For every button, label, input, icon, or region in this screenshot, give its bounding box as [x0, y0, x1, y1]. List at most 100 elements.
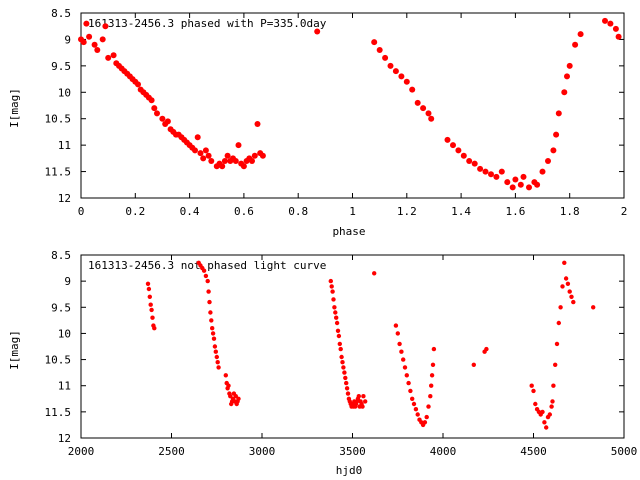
unphased-data-point [571, 299, 576, 305]
phased-data-point [200, 155, 207, 162]
phased-data-point [314, 28, 321, 35]
unphased-data-point [363, 399, 368, 404]
unphased-data-point [211, 336, 217, 341]
unphased-data-point [330, 289, 335, 294]
phased-data-point [194, 134, 201, 141]
phased-data-point [398, 73, 405, 80]
unphased-data-point [209, 318, 214, 323]
phased-data-point [254, 121, 261, 127]
phased-x-axis-label: phase [332, 225, 365, 238]
phased-data-point [539, 168, 546, 175]
unphased-data-point [554, 341, 560, 347]
phased-data-point [466, 158, 473, 164]
unphased-x-tick-label: 4500 [520, 445, 547, 458]
unphased-data-point [591, 305, 596, 310]
phased-y-tick-label: 8.5 [51, 7, 71, 20]
unphased-data-point [565, 281, 571, 286]
phased-data-point [94, 47, 101, 53]
unphased-data-point [145, 281, 151, 286]
phased-data-point [91, 41, 98, 48]
phased-data-point [602, 17, 608, 24]
unphased-data-point [342, 370, 347, 375]
phased-data-point [488, 171, 494, 178]
unphased-data-point [544, 425, 549, 430]
unphased-x-axis-label: hjd0 [336, 464, 363, 477]
unphased-y-tick-label: 8.5 [51, 249, 71, 262]
unphased-y-axis-label: I[mag] [8, 330, 21, 370]
unphased-chart-title: 161313-2456.3 not phased light curve [88, 259, 326, 272]
unphased-data-point [558, 305, 563, 310]
phased-data-point [240, 163, 247, 170]
unphased-data-point [404, 373, 409, 378]
unphased-data-point [206, 289, 211, 294]
unphased-data-point [334, 315, 339, 320]
phased-y-tick-label: 11.5 [45, 166, 72, 179]
phased-data-point [612, 25, 619, 32]
unphased-data-point [344, 386, 350, 391]
phased-data-point [509, 184, 516, 191]
phased-data-point [382, 54, 389, 61]
unphased-data-point [150, 315, 155, 320]
phased-data-point [371, 39, 378, 46]
phased-x-tick-label: 0 [78, 205, 85, 218]
phased-data-point [259, 152, 266, 159]
phased-light-curve-panel: 161313-2456.3 phased with P=335.0day pha… [8, 7, 627, 238]
unphased-data-point [529, 383, 534, 388]
phased-y-axis-label: I[mag] [8, 88, 21, 128]
phased-data-point [148, 97, 155, 104]
unphased-data-point [343, 375, 348, 381]
unphased-data-point [533, 401, 538, 407]
unphased-data-point [413, 407, 419, 412]
phased-y-tick-label: 11 [58, 139, 71, 152]
phased-data-point [409, 86, 416, 93]
phased-data-point [482, 168, 489, 175]
unphased-data-point [333, 310, 338, 315]
phased-data-point [564, 73, 570, 80]
unphased-data-point [334, 320, 340, 326]
unphased-data-point [471, 362, 476, 367]
phased-data-point [208, 158, 215, 164]
unphased-data-point [550, 399, 555, 404]
phased-x-tick-label: 1 [349, 205, 356, 218]
phased-data-point [387, 62, 394, 69]
phased-data-point [572, 41, 579, 48]
unphased-data-point [236, 396, 241, 401]
unphased-data-point [415, 412, 420, 417]
unphased-data-point [410, 396, 415, 401]
phased-data-point [493, 173, 500, 180]
unphased-data-point [208, 310, 213, 315]
unphased-data-point [341, 365, 346, 370]
unphased-data-point [549, 404, 554, 409]
unphased-data-point [213, 349, 218, 354]
unphased-data-point [424, 414, 429, 420]
unphased-data-point [540, 409, 545, 415]
phased-data-point [86, 33, 93, 40]
phased-data-point [444, 136, 451, 143]
unphased-data-point [356, 394, 361, 399]
phased-data-point [577, 31, 584, 38]
unphased-data-point [214, 354, 219, 360]
phased-data-point [224, 152, 231, 159]
phased-data-point [615, 33, 622, 40]
phased-data-point [512, 176, 519, 183]
unphased-data-point [531, 388, 536, 394]
unphased-data-point [332, 305, 337, 310]
unphased-data-point [408, 388, 413, 394]
unphased-data-point [569, 294, 574, 299]
phased-data-point [526, 184, 532, 191]
phased-data-point [376, 47, 383, 53]
unphased-data-point [336, 333, 342, 339]
phased-data-point [534, 181, 541, 188]
phased-x-tick-label: 1.4 [451, 205, 471, 218]
unphased-data-point [430, 362, 436, 367]
unphased-data-point [344, 380, 349, 386]
phased-data-point [83, 20, 90, 27]
unphased-data-point [399, 349, 404, 354]
phased-y-tick-label: 10.5 [45, 113, 72, 126]
phased-data-point [235, 142, 242, 149]
phased-data-point [520, 173, 527, 180]
unphased-data-point [148, 302, 153, 307]
unphased-data-point [210, 331, 216, 336]
unphased-data-point [201, 268, 207, 273]
phased-data-point [550, 147, 557, 154]
